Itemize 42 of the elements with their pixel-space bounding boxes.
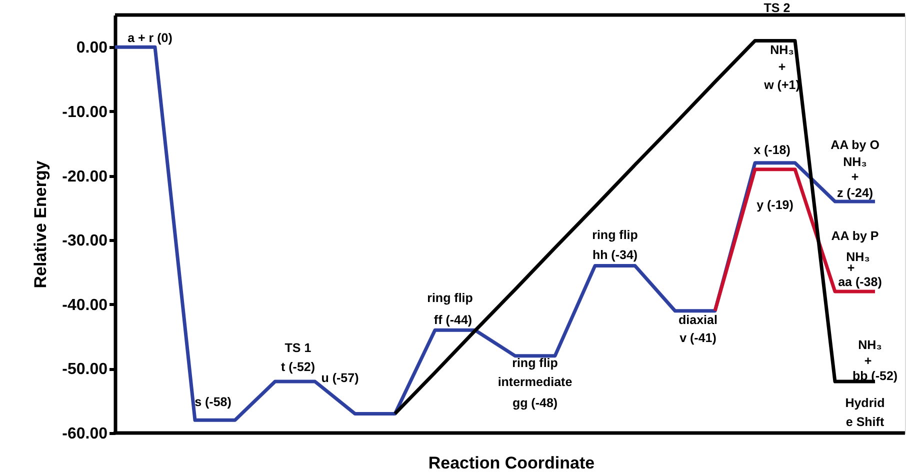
annotation: ring flip bbox=[512, 356, 558, 370]
annotation: + bbox=[864, 354, 872, 368]
y-tick-label: -30.00 bbox=[62, 232, 108, 250]
annotation: NH₃ bbox=[846, 250, 870, 264]
annotation: + bbox=[778, 60, 786, 74]
annotation: intermediate bbox=[498, 375, 572, 389]
annotation: y (-19) bbox=[756, 198, 794, 212]
y-tick-label: -20.00 bbox=[62, 168, 108, 186]
annotation: v (-41) bbox=[680, 331, 716, 345]
y-tick-label: -50.00 bbox=[62, 361, 108, 378]
annotation: u (-57) bbox=[321, 371, 359, 385]
annotation: hh (-34) bbox=[592, 248, 638, 262]
annotation: NH₃ bbox=[843, 155, 868, 169]
annotation: + bbox=[847, 261, 855, 275]
annotation: NH₃ bbox=[770, 43, 794, 57]
annotation: z (-24) bbox=[836, 186, 874, 200]
annotation: ring flip bbox=[592, 228, 638, 242]
x-axis-title: Reaction Coordinate bbox=[428, 454, 595, 472]
annotation: x (-18) bbox=[754, 143, 790, 157]
annotation: Hydrid bbox=[845, 396, 885, 410]
y-axis-title: Relative Energy bbox=[31, 160, 50, 288]
annotation: s (-58) bbox=[194, 395, 232, 409]
annotation: NH₃ bbox=[858, 338, 882, 352]
annotation: diaxial bbox=[678, 313, 718, 327]
annotation: + bbox=[851, 170, 859, 184]
annotation: ring flip bbox=[427, 291, 474, 305]
annotation: e Shift bbox=[846, 415, 885, 429]
annotation: TS 1 bbox=[284, 341, 312, 355]
y-tick-label: -10.00 bbox=[62, 104, 108, 121]
y-tick-label: -60.00 bbox=[62, 426, 108, 442]
annotation: AA by O bbox=[830, 138, 880, 152]
y-tick-label: 0.00 bbox=[76, 40, 108, 57]
annotation: t (-52) bbox=[280, 360, 316, 374]
text: TS 2 bbox=[764, 1, 790, 15]
annotation: a + r (0) bbox=[128, 31, 172, 45]
annotation: AA by P bbox=[831, 229, 879, 243]
annotation: bb (-52) bbox=[852, 369, 898, 383]
annotation: ff (-44) bbox=[434, 313, 472, 327]
y-tick-label: -40.00 bbox=[62, 296, 108, 314]
annotation: gg (-48) bbox=[512, 396, 558, 410]
annotation: aa (-38) bbox=[838, 275, 882, 289]
annotation: w (+1) bbox=[763, 78, 800, 92]
